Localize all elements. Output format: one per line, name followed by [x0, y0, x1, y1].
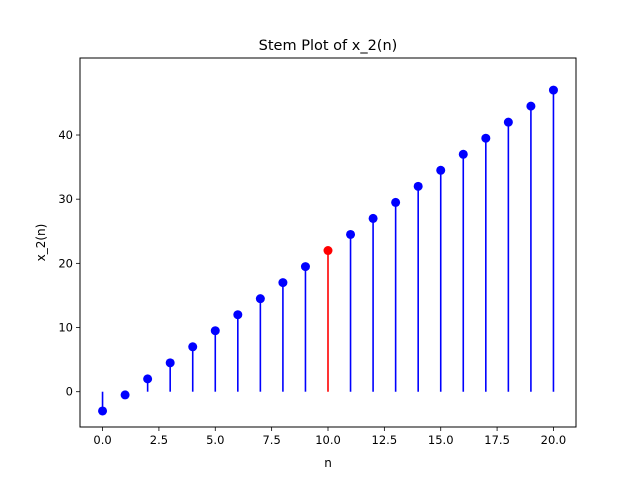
x-axis-label: n	[324, 456, 332, 470]
stem-marker	[391, 197, 401, 207]
y-axis-label: x_2(n)	[34, 224, 48, 262]
y-tick-label: 10	[58, 321, 73, 335]
stem-marker	[210, 326, 220, 336]
stem-marker	[548, 85, 558, 95]
stem-marker	[188, 342, 198, 352]
stem-marker	[526, 101, 536, 111]
stem-marker	[481, 133, 491, 143]
x-tick-label: 7.5	[262, 433, 280, 447]
stem-marker	[413, 181, 423, 191]
x-tick-label: 2.5	[150, 433, 168, 447]
stem-marker	[368, 213, 378, 223]
stem-marker	[255, 294, 265, 304]
y-tick-label: 30	[58, 192, 73, 206]
x-tick-label: 17.5	[484, 433, 510, 447]
x-tick-label: 5.0	[206, 433, 224, 447]
stem-marker	[143, 374, 153, 384]
stem-marker	[458, 149, 468, 159]
y-tick-label: 40	[58, 128, 73, 142]
stem-marker	[300, 262, 310, 272]
plot-marks	[98, 85, 558, 416]
stem-marker	[233, 310, 243, 320]
x-axis: 0.0 2.5 5.0 7.5 10.0 12.5 15.0 17.5 20.0	[93, 427, 566, 447]
stem-marker	[503, 117, 513, 127]
y-axis: 0 10 20 30 40	[58, 128, 80, 399]
y-tick-label: 0	[66, 385, 73, 399]
stem-marker	[346, 229, 356, 239]
stem-marker	[436, 165, 446, 175]
stem-marker	[120, 390, 130, 400]
x-tick-label: 0.0	[93, 433, 111, 447]
x-tick-label: 20.0	[541, 433, 567, 447]
stem-marker	[165, 358, 175, 368]
x-tick-label: 10.0	[315, 433, 341, 447]
y-tick-label: 20	[58, 256, 73, 270]
chart-title: Stem Plot of x_2(n)	[259, 38, 398, 54]
stem-marker	[278, 278, 288, 288]
x-tick-label: 12.5	[372, 433, 398, 447]
x-tick-label: 15.0	[428, 433, 454, 447]
stem-marker	[98, 406, 108, 416]
stem-marker	[323, 246, 333, 256]
